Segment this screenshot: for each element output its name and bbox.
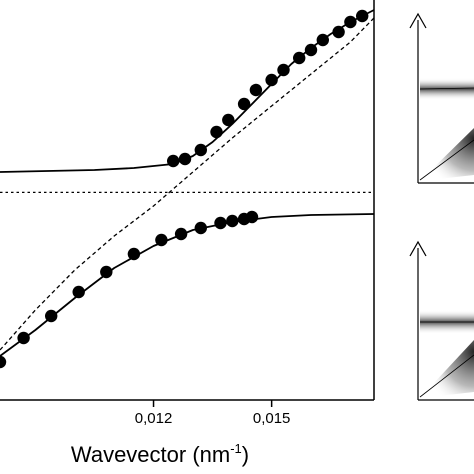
data-point-0-13 [344, 15, 357, 29]
x-axis-title-main: Wavevector (nm [71, 442, 230, 467]
data-point-1-3 [72, 285, 85, 299]
x-tick-label-1: 0,015 [253, 410, 291, 427]
data-point-0-10 [304, 43, 318, 57]
data-point-1-7 [174, 227, 188, 241]
data-point-1-1 [17, 331, 30, 345]
x-axis-title-superscript: -1 [230, 441, 242, 456]
inset-lower-cone-line [419, 354, 474, 398]
data-point-1-4 [100, 265, 113, 279]
data-point-1-0 [0, 355, 7, 369]
data-point-1-10 [226, 214, 239, 228]
data-point-1-2 [45, 309, 58, 323]
data-point-0-11 [316, 33, 329, 47]
inset-lower [409, 240, 474, 401]
data-point-1-5 [127, 247, 141, 261]
data-point-0-4 [222, 113, 235, 127]
inset-upper-flat-band-line [419, 87, 474, 90]
x-axis-title: Wavevector (nm-1) [71, 441, 249, 467]
data-point-1-9 [214, 216, 227, 230]
data-point-1-8 [194, 221, 207, 235]
x-axis-title-close: ) [242, 442, 249, 467]
data-point-0-0 [167, 154, 180, 168]
data-point-0-12 [332, 25, 345, 39]
data-point-0-9 [293, 51, 306, 65]
data-point-0-8 [277, 63, 290, 77]
data-point-0-6 [249, 83, 263, 97]
x-tick-label-0: 0,012 [135, 410, 173, 427]
points-layer [0, 9, 369, 369]
series-line-0 [0, 9, 375, 173]
curves-layer [0, 9, 375, 357]
inset-lower-arrow-icon [409, 240, 427, 257]
inset-upper-cone [420, 128, 474, 181]
data-point-0-2 [194, 143, 207, 157]
inset-upper-arrow-icon [409, 12, 427, 29]
data-point-1-12 [245, 210, 259, 224]
inset-upper-cone-line [419, 139, 474, 181]
inset-upper-flat-band [420, 78, 474, 100]
data-point-0-1 [178, 152, 192, 166]
inset-lower-cone [420, 340, 474, 398]
x-ticks: 0,012 0,015 [135, 400, 291, 427]
plot-frame [0, 0, 375, 401]
data-point-0-5 [237, 97, 251, 111]
data-point-1-6 [155, 233, 168, 247]
data-point-0-14 [356, 9, 369, 23]
series-line-3 [0, 17, 375, 351]
data-point-0-3 [210, 125, 223, 139]
data-point-0-7 [265, 73, 278, 87]
inset-upper [409, 12, 474, 184]
